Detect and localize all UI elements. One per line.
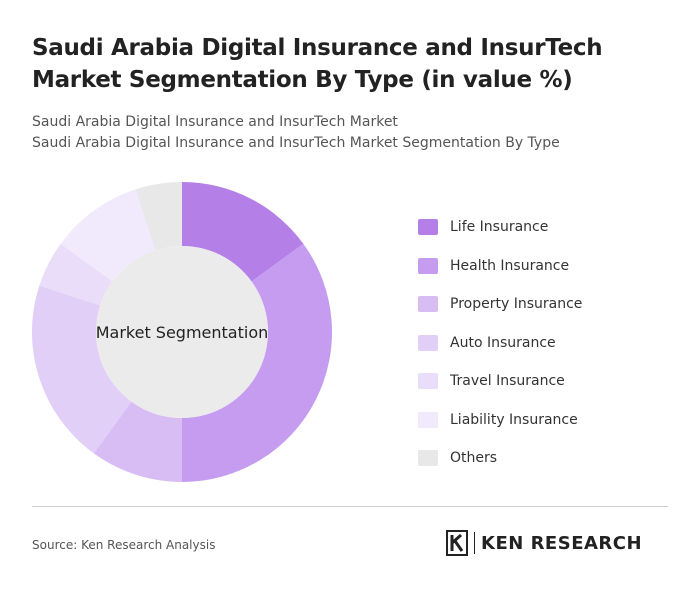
donut-segment <box>93 401 182 482</box>
subtitle: Saudi Arabia Digital Insurance and Insur… <box>32 135 560 151</box>
brand: KEN RESEARCH <box>481 532 643 554</box>
legend-swatch <box>418 219 438 236</box>
legend-item: Property Insurance <box>418 285 582 324</box>
legend-swatch <box>418 411 438 428</box>
donut-segment <box>182 243 332 482</box>
legend-label: Travel Insurance <box>450 373 565 390</box>
legend-label: Health Insurance <box>450 257 570 274</box>
legend: Life Insurance Health Insurance Property I… <box>418 208 582 478</box>
legend-label: Life Insurance <box>450 219 549 236</box>
legend-item: Auto Insurance <box>418 324 582 363</box>
donut-segment <box>32 285 132 454</box>
donut-segment <box>39 243 113 306</box>
chart-title: Saudi Arabia Digital Insurance and Insur… <box>32 35 603 93</box>
legend-label: Property Insurance <box>450 296 583 313</box>
source: Source: Ken Research Analysis <box>32 538 216 552</box>
legend-label: Others <box>450 450 498 467</box>
legend-item: Health Insurance <box>418 247 582 286</box>
legend-swatch <box>418 296 438 313</box>
logo: KEN RESEARCH <box>446 530 642 556</box>
legend-swatch <box>418 334 438 351</box>
subtitle: Saudi Arabia Digital Insurance and Insur… <box>32 114 398 130</box>
donut-segment <box>135 182 182 251</box>
legend-item: Life Insurance <box>418 208 582 247</box>
divider <box>32 506 668 507</box>
legend-item: Liability Insurance <box>418 401 582 440</box>
legend-item: Others <box>418 439 582 478</box>
legend-label: Auto Insurance <box>450 334 556 351</box>
donut-segment <box>182 182 304 282</box>
legend-swatch <box>418 257 438 274</box>
legend-label: Liability Insurance <box>450 411 578 428</box>
donut-hole <box>96 246 268 418</box>
logo-icon <box>446 530 468 556</box>
legend-item: Travel Insurance <box>418 362 582 401</box>
center-label: Market Segmentation <box>96 323 269 342</box>
donut-segment <box>60 189 156 282</box>
legend-swatch <box>418 450 438 467</box>
legend-swatch <box>418 373 438 390</box>
